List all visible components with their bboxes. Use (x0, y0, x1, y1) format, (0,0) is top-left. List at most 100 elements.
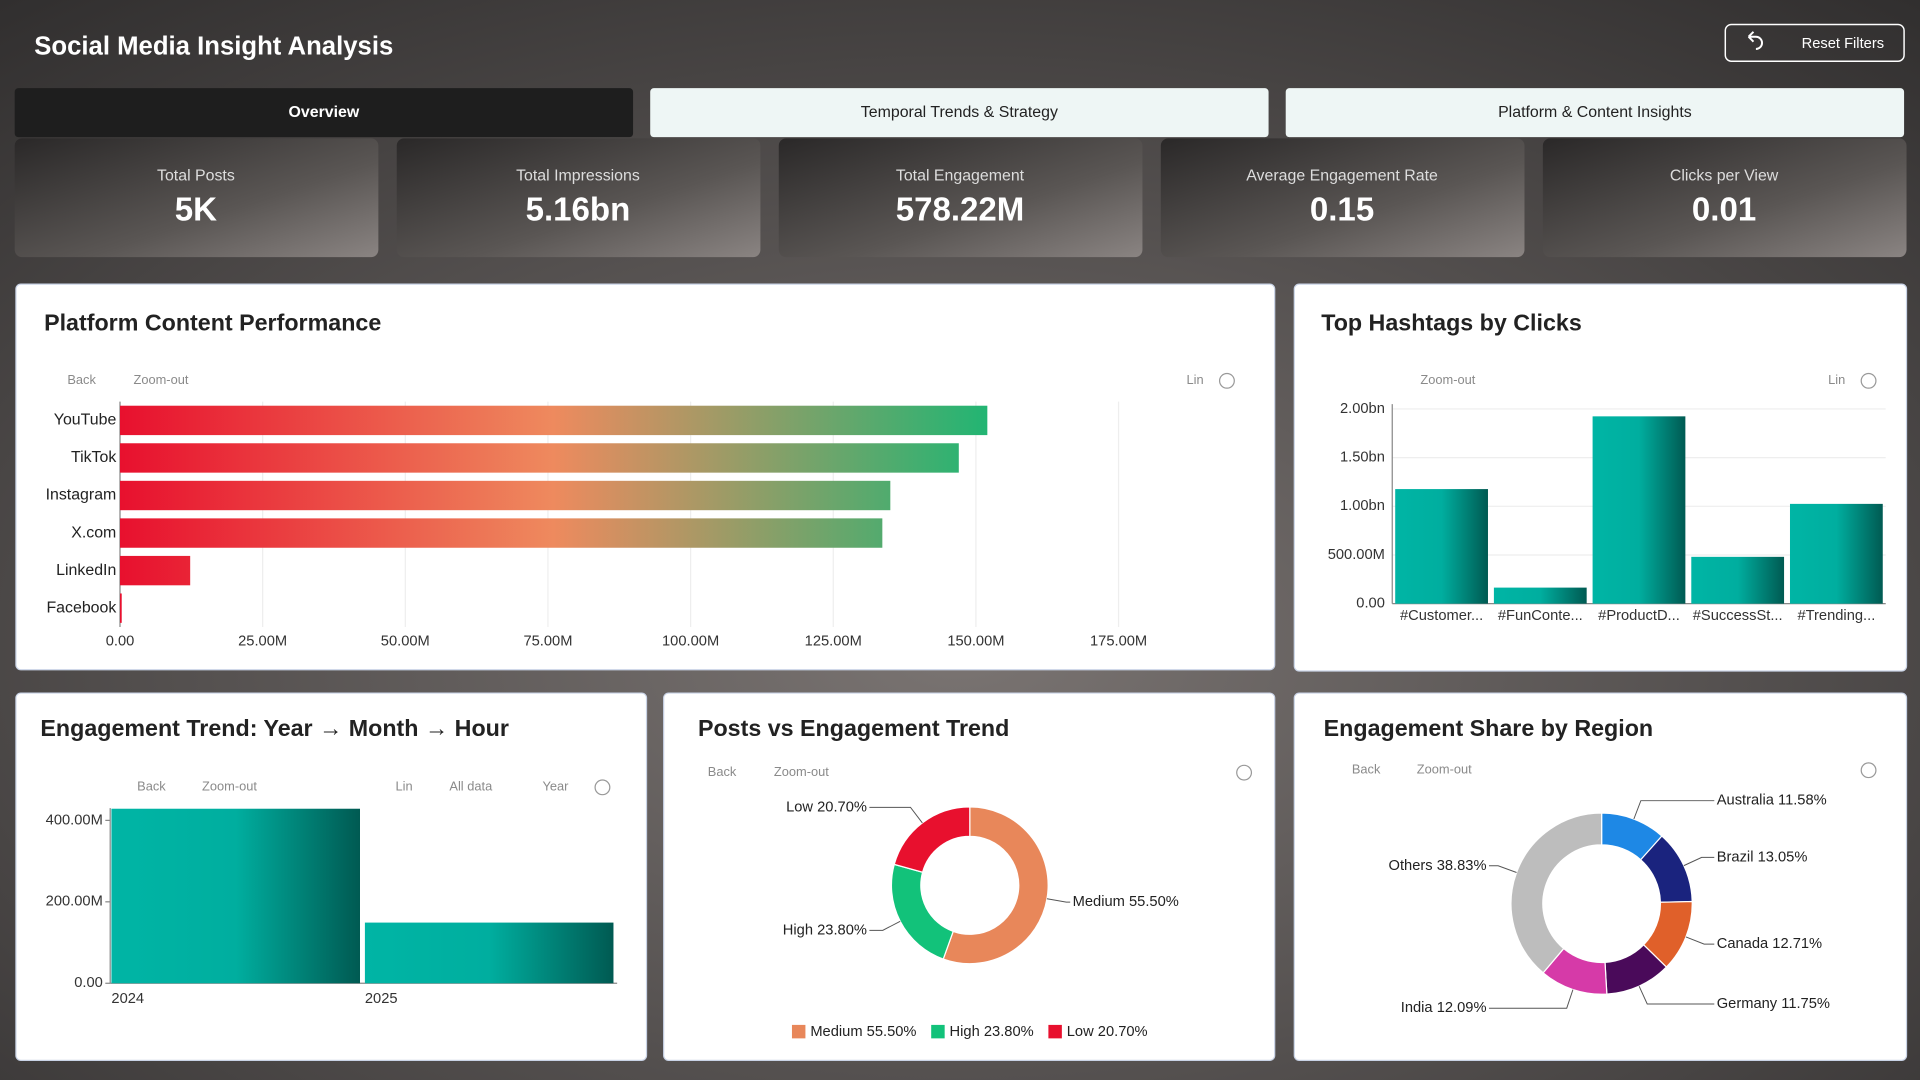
kpi-value: 5.16bn (526, 192, 631, 229)
legend-value: 55.50% (867, 1024, 917, 1040)
tab-label[interactable]: Overview (289, 104, 360, 121)
legend-value: 23.80% (984, 1024, 1034, 1040)
y-tick-label: 500.00M (1328, 547, 1385, 563)
y-tick-label: 400.00M (46, 812, 103, 828)
label-value: 55.50% (1129, 894, 1179, 910)
x-tick-label: 100.00M (662, 634, 719, 650)
tab-label[interactable]: Platform & Content Insights (1498, 104, 1692, 121)
tab[interactable] (1285, 88, 1905, 138)
kpi-value: 0.15 (1310, 192, 1374, 229)
leader-line (1488, 865, 1517, 873)
label-value: 11.58% (1778, 793, 1827, 809)
label-category: Low (786, 799, 813, 815)
reset-button-frame[interactable] (1724, 23, 1905, 62)
kpi-value: 5K (175, 192, 217, 229)
y-tick-label: 1.50bn (1340, 450, 1385, 466)
y-tick-label: YouTube (54, 412, 117, 429)
label-category: Germany (1717, 996, 1778, 1012)
tab[interactable] (650, 88, 1269, 138)
toolbar-button[interactable]: Lin (396, 779, 413, 794)
x-tick-label: 0.00 (106, 634, 135, 650)
panel (15, 283, 1276, 671)
bar (120, 555, 191, 586)
kpi-card (778, 138, 1143, 258)
label-value: 11.75% (1781, 996, 1830, 1012)
toolbar-button[interactable]: Back (67, 372, 96, 387)
label-value: 12.71% (1772, 936, 1822, 952)
legend-label: Low 20.70% (1067, 1024, 1148, 1040)
leader-line (869, 806, 923, 824)
legend-label: Medium 55.50% (810, 1024, 916, 1040)
kpi-label: Average Engagement Rate (1246, 168, 1438, 185)
data-label: India 12.09% (1401, 1000, 1487, 1016)
x-tick-label: #FunConte... (1498, 608, 1583, 624)
toolbar-button[interactable]: Zoom-out (133, 372, 188, 387)
bar (120, 518, 883, 548)
panel (1293, 692, 1908, 1062)
x-tick-label: #SuccessSt... (1693, 608, 1783, 624)
y-tick-label: 2.00bn (1340, 401, 1385, 417)
toolbar-button[interactable]: Zoom-out (202, 779, 257, 794)
toolbar-button[interactable]: Lin (1187, 372, 1204, 387)
y-tick-label: 0.00 (74, 975, 103, 991)
leader-line (1046, 898, 1071, 903)
toolbar-button[interactable]: Zoom-out (1420, 372, 1475, 387)
y-tick-label: X.com (71, 524, 116, 541)
toolbar-button[interactable]: Zoom-out (774, 764, 829, 779)
tab[interactable] (14, 88, 634, 138)
y-tick-label: TikTok (71, 449, 116, 466)
y-tick-label: Facebook (46, 599, 116, 616)
help-icon[interactable] (594, 779, 611, 796)
legend: Medium 55.50% High 23.80% Low 20.70% (791, 1024, 1148, 1040)
toolbar-button[interactable]: Back (137, 779, 166, 794)
y-tick-label: LinkedIn (56, 562, 116, 579)
bar (120, 593, 122, 623)
bar (120, 480, 891, 511)
help-icon[interactable] (1860, 372, 1877, 389)
toolbar-button[interactable]: Back (708, 764, 737, 779)
toolbar-button[interactable]: All data (449, 779, 493, 794)
leader-line (1633, 800, 1715, 820)
kpi-label: Clicks per View (1670, 168, 1779, 185)
tab-bar: Overview Temporal Trends & Strategy Platfo… (14, 88, 1905, 138)
label-value: 12.09% (1437, 1000, 1487, 1016)
bar (111, 808, 360, 984)
toolbar-button[interactable]: Year (542, 779, 569, 794)
help-icon[interactable] (1218, 372, 1235, 389)
y-tick-label: 200.00M (46, 894, 103, 910)
label-category: Brazil (1717, 849, 1754, 865)
help-icon[interactable] (1860, 762, 1877, 779)
toolbar-button[interactable]: Back (1352, 762, 1381, 777)
chart-title: Engagement Trend: Year → Month → Hour (40, 715, 509, 741)
chart-title: Top Hashtags by Clicks (1321, 310, 1582, 336)
help-icon[interactable] (1236, 764, 1253, 781)
x-tick-label: 75.00M (523, 634, 572, 650)
data-label: Canada 12.71% (1717, 936, 1822, 952)
label-value: 38.83% (1437, 858, 1487, 874)
leader-line (869, 920, 901, 931)
kpi-card (1542, 138, 1907, 258)
kpi-card (1160, 138, 1525, 258)
label-value: 23.80% (817, 922, 867, 938)
data-label: Germany 11.75% (1717, 996, 1830, 1012)
legend-category: Medium (810, 1024, 862, 1040)
legend-swatch (931, 1024, 945, 1039)
x-tick-label: 2024 (111, 991, 144, 1007)
bar (1592, 416, 1686, 604)
toolbar-button[interactable]: Zoom-out (1417, 762, 1472, 777)
reset-button-label[interactable]: Reset Filters (1802, 36, 1884, 52)
label-value: 20.70% (817, 799, 867, 815)
y-tick-label: Instagram (46, 487, 117, 504)
reset-button[interactable]: Reset Filters (1724, 23, 1905, 62)
leader-line (1638, 985, 1715, 1005)
legend-category: Low (1067, 1024, 1094, 1040)
tab-label[interactable]: Temporal Trends & Strategy (861, 104, 1058, 121)
donut-slice (893, 806, 971, 873)
bar (120, 405, 988, 436)
chart-title: Engagement Share by Region (1324, 715, 1653, 741)
toolbar-button[interactable]: Lin (1828, 372, 1845, 387)
data-label: Australia 11.58% (1717, 793, 1827, 809)
y-tick-label: 0.00 (1356, 596, 1385, 612)
